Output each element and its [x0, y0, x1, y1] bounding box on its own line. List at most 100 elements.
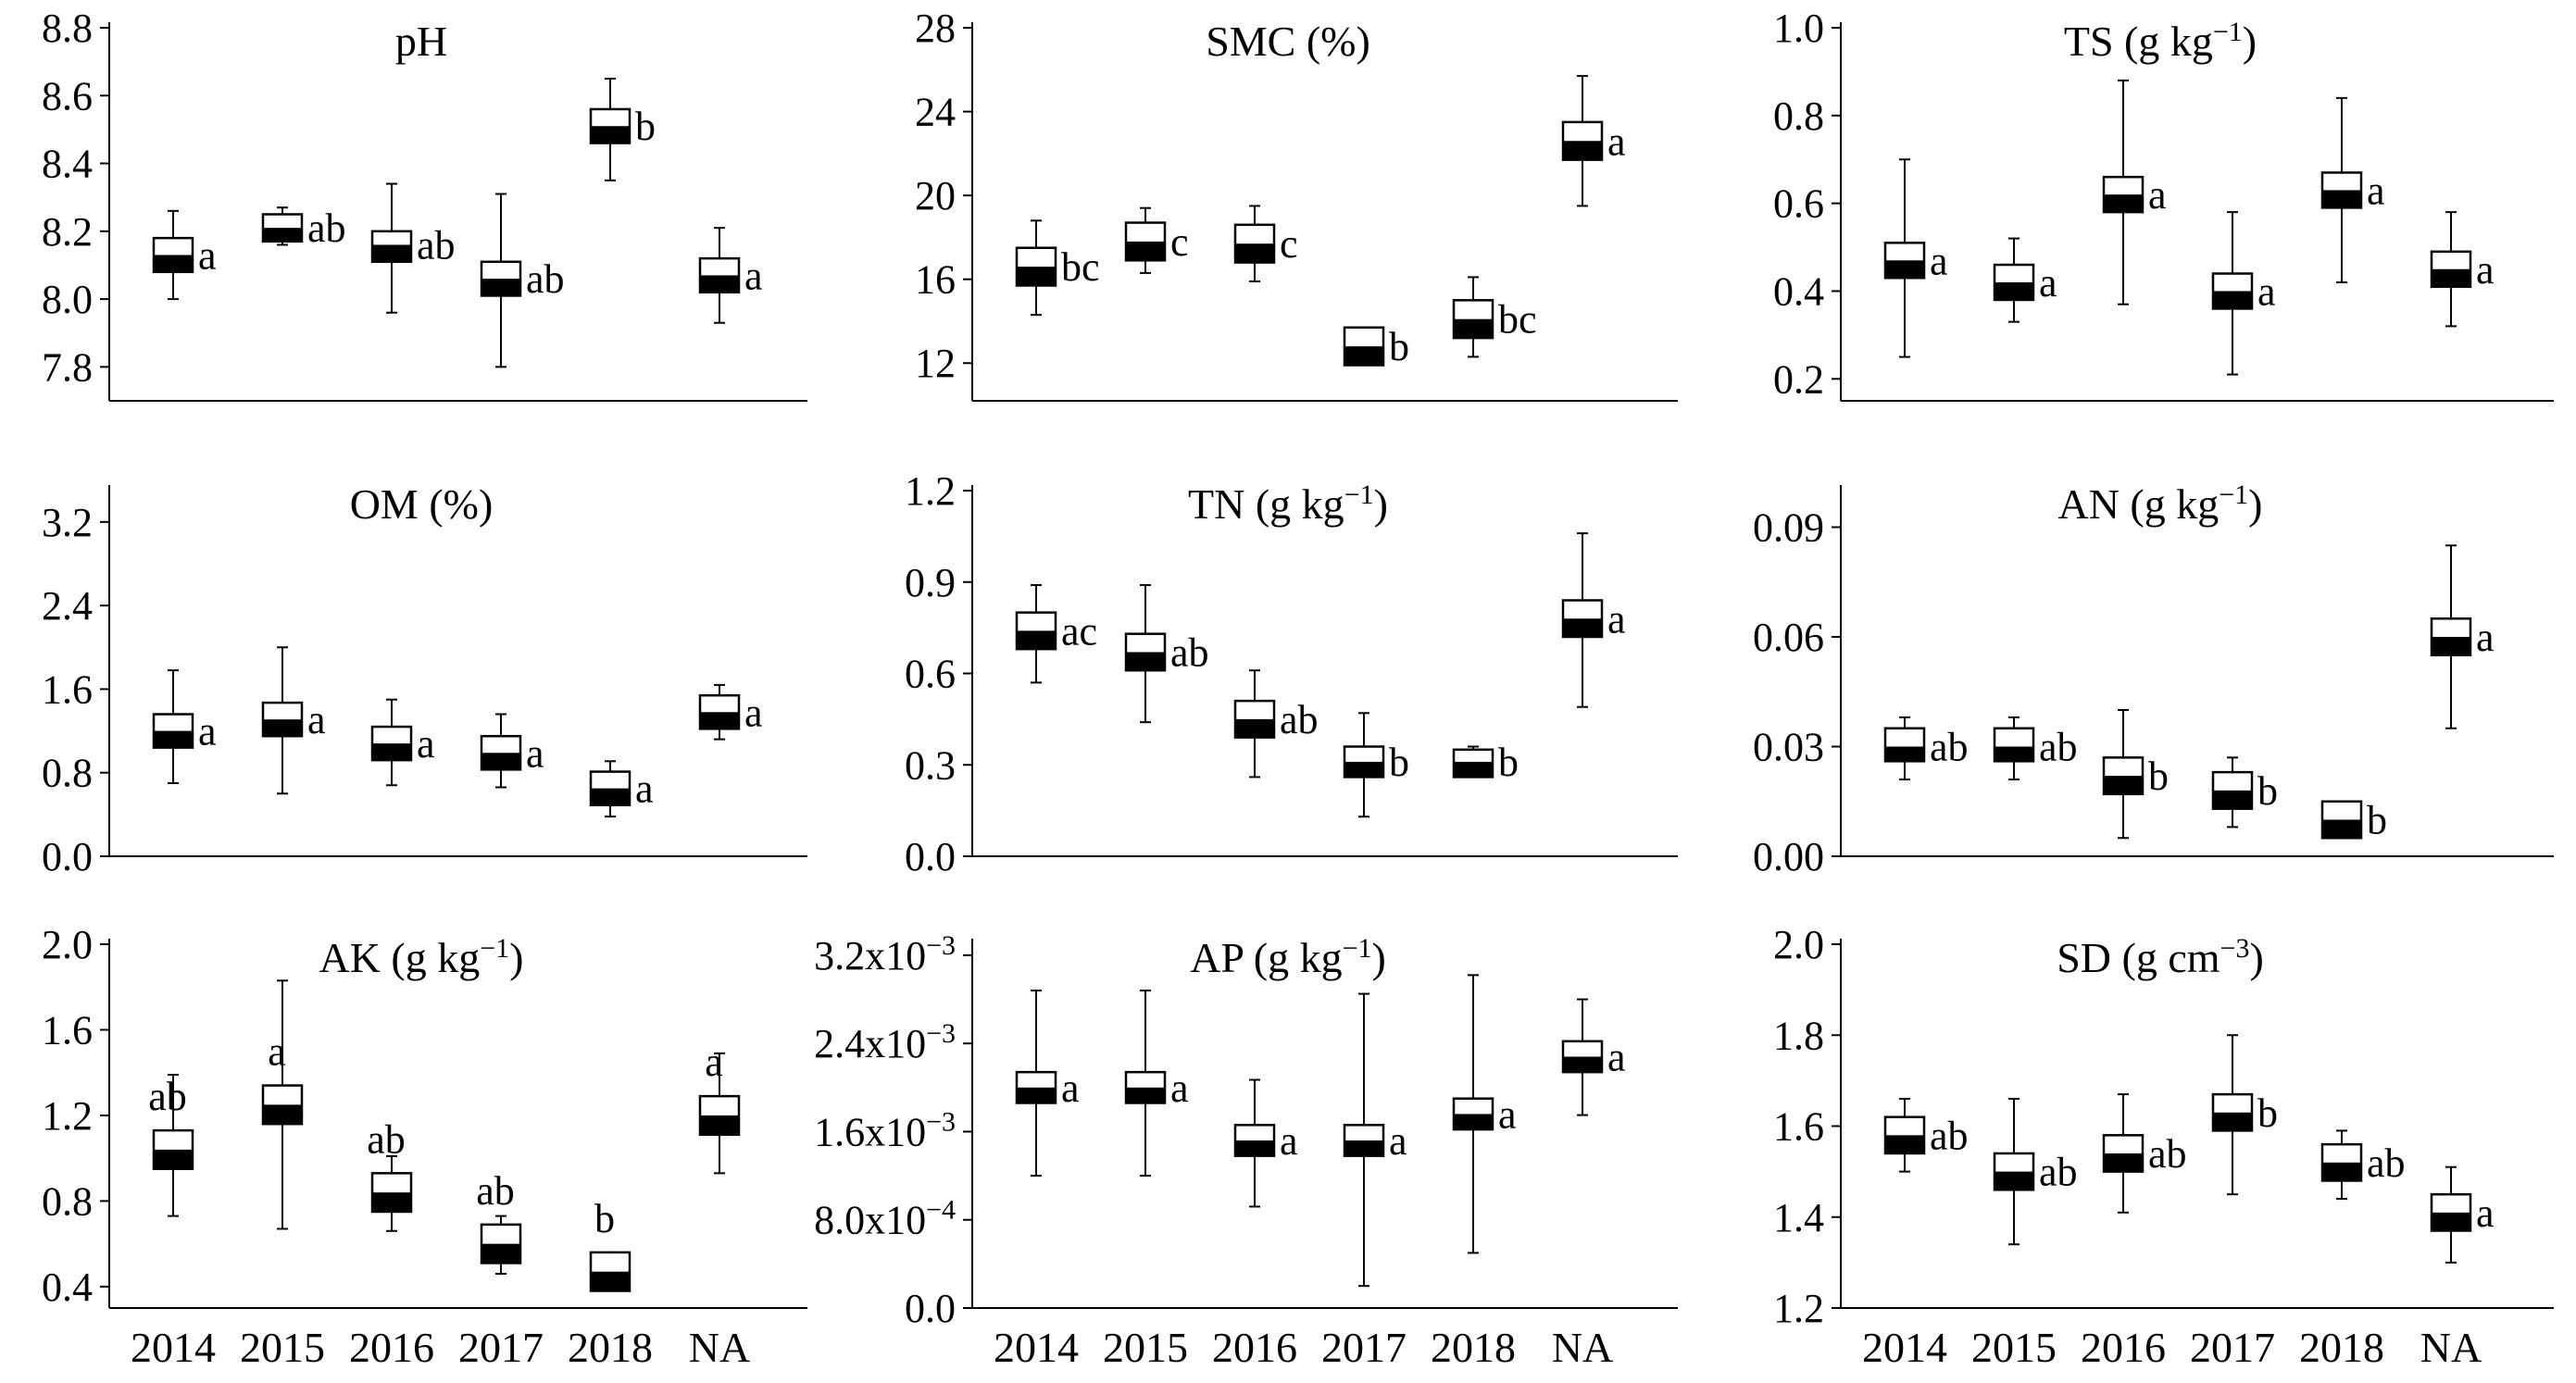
y-tick-label: 0.00	[1753, 834, 1824, 879]
significance-label: a	[2476, 1190, 2495, 1236]
box-lower-half	[2104, 194, 2143, 213]
x-tick-label: 2014	[994, 1324, 1079, 1371]
y-tick-label: 3.2x10−3	[814, 930, 956, 978]
significance-label: a	[2148, 172, 2167, 218]
significance-label: a	[198, 232, 217, 278]
x-tick-label: 2015	[1971, 1324, 2057, 1371]
box-lower-half	[1563, 618, 1602, 637]
y-tick-label: 0.9	[905, 560, 956, 605]
box-lower-half	[1126, 241, 1165, 261]
significance-label: ab	[2039, 725, 2078, 770]
box-lower-half	[1344, 761, 1383, 778]
significance-label: a	[198, 709, 217, 754]
significance-label: a	[2476, 615, 2495, 660]
y-tick-label: 0.03	[1753, 725, 1824, 770]
significance-label: a	[2039, 260, 2057, 305]
y-tick-label: 8.0x10−4	[814, 1195, 956, 1243]
box-lower-half	[1235, 1140, 1274, 1156]
box-lower-half	[1995, 1171, 2033, 1190]
significance-label: c	[1170, 219, 1189, 265]
panel-title: pH	[395, 18, 447, 65]
significance-label: a	[417, 721, 435, 766]
y-tick-label: 0.4	[1773, 268, 1824, 314]
significance-label: a	[2257, 268, 2276, 314]
significance-label: a	[1061, 1065, 1080, 1111]
box-lower-half	[2104, 776, 2143, 794]
y-tick-label: 1.0	[1773, 6, 1824, 51]
x-tick-label: NA	[2420, 1324, 2482, 1371]
panel-4: 0.0 0.3 0.6 0.9 1.2 TN (g kg−1) ac ab ab b b a	[905, 468, 1678, 879]
significance-label: ab	[1170, 629, 1209, 675]
box-lower-half	[2432, 637, 2470, 655]
y-tick-label: 0.0	[42, 834, 93, 879]
significance-label: b	[594, 1196, 615, 1241]
significance-label: ab	[526, 256, 565, 302]
box-lower-half	[700, 712, 739, 729]
y-tick-label: 8.6	[42, 73, 93, 118]
significance-label: b	[1389, 740, 1409, 785]
significance-label: a	[1607, 596, 1626, 642]
box-lower-half	[591, 126, 630, 143]
box-lower-half	[372, 743, 411, 761]
box-lower-half	[1126, 1087, 1165, 1103]
significance-label: c	[1280, 221, 1298, 267]
panel-title: OM (%)	[350, 480, 494, 528]
significance-label: b	[1389, 324, 1409, 369]
x-tick-label: NA	[1552, 1324, 1613, 1371]
y-tick-label: 1.6	[42, 667, 93, 712]
y-tick-label: 1.4	[1773, 1195, 1824, 1240]
box-lower-half	[372, 244, 411, 262]
box-lower-half	[2322, 1162, 2361, 1181]
box-lower-half	[2432, 268, 2470, 287]
box-lower-half	[2213, 1112, 2252, 1131]
box-lower-half	[1126, 652, 1165, 671]
y-tick-label: 1.2	[905, 468, 956, 514]
significance-label: ab	[1930, 1113, 1969, 1158]
panel-title: TN (g kg−1)	[1188, 480, 1388, 528]
significance-label: b	[2367, 798, 2387, 843]
box-lower-half	[1563, 1056, 1602, 1073]
y-tick-label: 2.4	[42, 583, 93, 629]
significance-label: a	[268, 1029, 286, 1075]
y-tick-label: 0.6	[1773, 181, 1824, 227]
box-lower-half	[2213, 790, 2252, 809]
significance-label: ab	[307, 206, 346, 251]
panel-title: SD (g cm−3)	[2057, 933, 2264, 981]
box-lower-half	[263, 228, 302, 242]
x-tick-label: 2017	[1321, 1324, 1407, 1371]
significance-label: ab	[2148, 1131, 2187, 1177]
x-tick-label: 2016	[2081, 1324, 2166, 1371]
box-lower-half	[154, 1149, 193, 1169]
significance-label: a	[1389, 1118, 1407, 1164]
box-lower-half	[1017, 1087, 1056, 1103]
y-tick-label: 0.8	[42, 1178, 93, 1224]
significance-label: ab	[476, 1168, 515, 1214]
box-lower-half	[1454, 318, 1493, 339]
x-tick-label: 2014	[1862, 1324, 1947, 1371]
y-tick-label: 0.3	[905, 742, 956, 788]
box-lower-half	[481, 753, 520, 770]
y-tick-label: 16	[915, 257, 956, 303]
y-tick-label: 28	[915, 6, 956, 51]
panel-title: AK (g kg−1)	[319, 933, 523, 981]
box-lower-half	[591, 1271, 630, 1291]
panel-8: 1.2 1.4 1.6 1.8 2.0 SD (g cm−3) ab ab ab b ab a 2014…	[1773, 922, 2554, 1371]
y-tick-label: 8.8	[42, 6, 93, 51]
significance-label: ab	[1280, 697, 1319, 742]
significance-label: a	[1607, 118, 1626, 164]
box-lower-half	[700, 275, 739, 293]
y-tick-label: 2.0	[42, 922, 93, 967]
box-lower-half	[2104, 1152, 2143, 1172]
y-tick-label: 8.0	[42, 277, 93, 322]
x-tick-label: 2016	[349, 1324, 434, 1371]
y-tick-label: 8.2	[42, 209, 93, 255]
y-tick-label: 0.8	[42, 751, 93, 796]
x-tick-label: 2014	[131, 1324, 216, 1371]
x-tick-label: 2018	[2299, 1324, 2384, 1371]
significance-label: a	[526, 730, 544, 776]
x-tick-label: 2018	[568, 1324, 653, 1371]
significance-label: ab	[2039, 1150, 2078, 1195]
y-tick-label: 2.4x10−3	[814, 1018, 956, 1066]
box-lower-half	[2213, 291, 2252, 309]
